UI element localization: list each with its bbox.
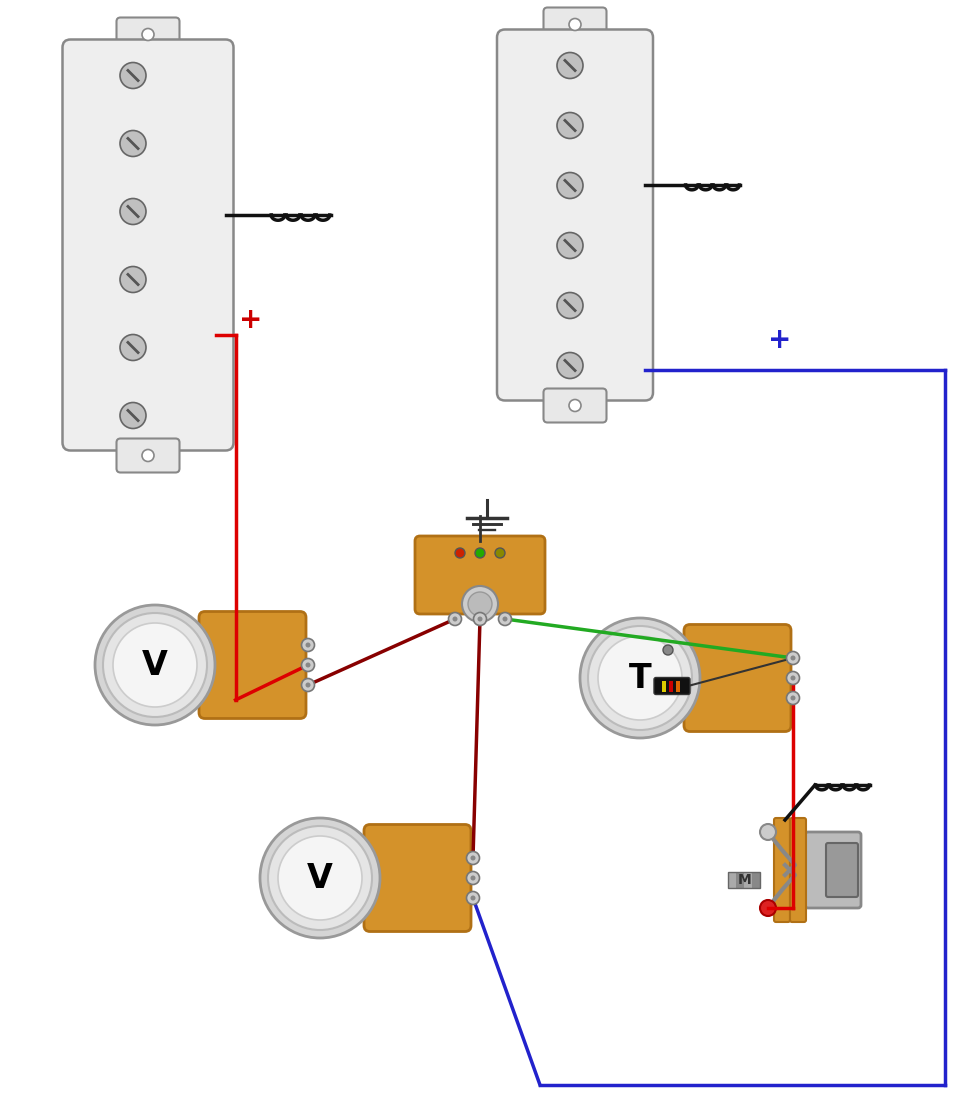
Circle shape <box>260 818 380 938</box>
Circle shape <box>787 652 800 664</box>
Circle shape <box>302 678 315 692</box>
Circle shape <box>470 856 475 860</box>
Circle shape <box>302 658 315 672</box>
Circle shape <box>302 638 315 652</box>
Circle shape <box>466 891 479 905</box>
Circle shape <box>557 233 583 258</box>
Circle shape <box>453 616 458 622</box>
Circle shape <box>120 198 146 225</box>
Bar <box>736 872 744 888</box>
Circle shape <box>477 616 482 622</box>
FancyBboxPatch shape <box>684 625 791 732</box>
FancyBboxPatch shape <box>199 612 306 719</box>
FancyBboxPatch shape <box>654 677 690 694</box>
Text: M: M <box>738 873 752 887</box>
Circle shape <box>473 613 486 625</box>
Circle shape <box>120 402 146 429</box>
Circle shape <box>470 896 475 900</box>
Circle shape <box>466 871 479 885</box>
Bar <box>728 872 736 888</box>
Text: T: T <box>629 662 652 694</box>
Circle shape <box>449 613 462 625</box>
FancyBboxPatch shape <box>117 18 179 51</box>
Circle shape <box>569 19 581 30</box>
FancyBboxPatch shape <box>415 536 545 614</box>
Circle shape <box>306 683 311 687</box>
Circle shape <box>588 626 692 730</box>
Circle shape <box>466 851 479 864</box>
FancyBboxPatch shape <box>364 824 471 931</box>
Circle shape <box>557 173 583 198</box>
Circle shape <box>462 586 498 622</box>
Circle shape <box>760 824 776 840</box>
FancyBboxPatch shape <box>117 439 179 472</box>
Circle shape <box>791 695 796 701</box>
FancyBboxPatch shape <box>805 832 861 908</box>
Text: V: V <box>307 861 333 895</box>
Text: +: + <box>768 326 792 354</box>
Circle shape <box>760 900 776 916</box>
Circle shape <box>580 618 700 737</box>
Circle shape <box>268 825 372 930</box>
Circle shape <box>499 613 512 625</box>
Circle shape <box>120 62 146 88</box>
Bar <box>662 681 666 692</box>
FancyBboxPatch shape <box>774 818 790 922</box>
Circle shape <box>120 334 146 361</box>
Bar <box>669 681 673 692</box>
Bar <box>744 872 752 888</box>
Circle shape <box>787 672 800 684</box>
Circle shape <box>120 266 146 293</box>
Text: V: V <box>142 648 168 682</box>
FancyBboxPatch shape <box>544 8 607 41</box>
Circle shape <box>120 130 146 156</box>
Circle shape <box>306 643 311 647</box>
Circle shape <box>470 876 475 880</box>
Circle shape <box>113 623 197 707</box>
Circle shape <box>142 29 154 40</box>
Bar <box>752 872 760 888</box>
Circle shape <box>569 400 581 411</box>
Circle shape <box>278 836 362 920</box>
Bar <box>676 681 680 692</box>
Circle shape <box>791 655 796 661</box>
Circle shape <box>503 616 508 622</box>
Circle shape <box>142 450 154 461</box>
Circle shape <box>468 592 492 616</box>
Circle shape <box>103 613 207 717</box>
FancyBboxPatch shape <box>497 29 653 401</box>
FancyBboxPatch shape <box>790 818 806 922</box>
FancyBboxPatch shape <box>63 39 233 450</box>
FancyBboxPatch shape <box>826 843 858 897</box>
Circle shape <box>557 352 583 379</box>
FancyBboxPatch shape <box>544 389 607 422</box>
Text: +: + <box>239 306 263 334</box>
Circle shape <box>598 636 682 720</box>
Circle shape <box>557 113 583 138</box>
Circle shape <box>495 548 505 558</box>
Circle shape <box>787 692 800 704</box>
Circle shape <box>475 548 485 558</box>
Circle shape <box>663 645 673 655</box>
Circle shape <box>557 52 583 78</box>
Circle shape <box>95 605 215 725</box>
Circle shape <box>557 293 583 319</box>
Circle shape <box>455 548 465 558</box>
Circle shape <box>791 675 796 681</box>
Circle shape <box>306 663 311 667</box>
